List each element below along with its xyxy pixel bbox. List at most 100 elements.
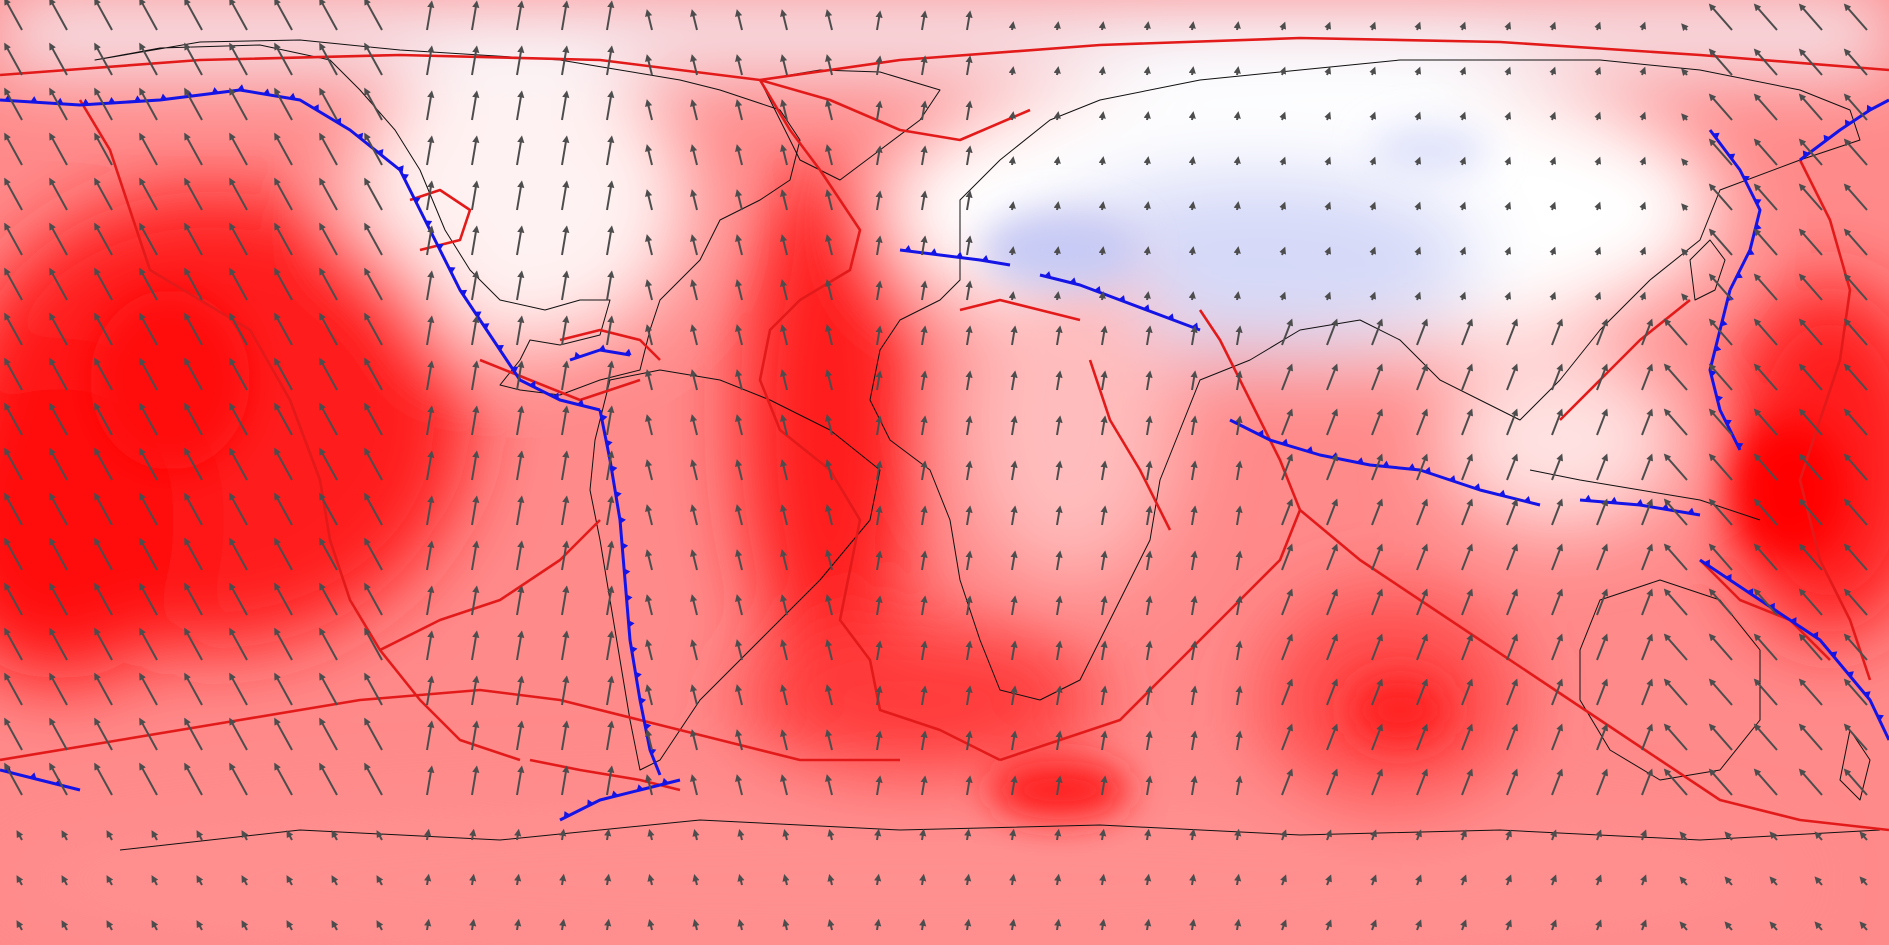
velocity-arrow: [184, 492, 203, 526]
velocity-arrow: [1459, 201, 1467, 211]
velocity-arrow: [1505, 874, 1512, 886]
velocity-arrow: [690, 54, 698, 76]
velocity-arrow: [426, 360, 435, 391]
subduction-tooth: [1747, 248, 1755, 256]
velocity-arrow: [1596, 768, 1609, 796]
velocity-arrow: [1769, 876, 1778, 886]
velocity-arrow: [782, 919, 790, 931]
velocity-arrow: [1506, 318, 1519, 346]
velocity-arrow: [471, 495, 480, 526]
velocity-arrow: [426, 675, 435, 706]
velocity-arrow: [1594, 246, 1602, 256]
velocity-arrow: [690, 279, 698, 301]
velocity-arrow: [516, 495, 525, 526]
atlantic-red-ridge: [740, 160, 920, 680]
velocity-arrow: [1640, 874, 1647, 886]
velocity-arrow: [1708, 273, 1733, 301]
velocity-arrow: [1843, 48, 1868, 76]
velocity-arrow: [274, 717, 293, 751]
velocity-arrow: [561, 540, 570, 571]
velocity-arrow: [874, 918, 882, 931]
velocity-arrow: [184, 312, 203, 346]
subduction-tooth: [610, 465, 618, 473]
velocity-arrow: [825, 279, 833, 301]
velocity-arrow: [1279, 291, 1287, 301]
velocity-arrow: [184, 267, 203, 301]
velocity-arrow: [139, 537, 158, 571]
velocity-arrow: [920, 10, 928, 31]
velocity-arrow: [780, 234, 788, 256]
velocity-arrow: [1550, 919, 1557, 931]
velocity-arrow: [1416, 723, 1429, 751]
velocity-arrow: [516, 360, 525, 391]
velocity-arrow: [319, 177, 338, 211]
velocity-arrow: [875, 640, 883, 661]
velocity-arrow: [1595, 874, 1602, 886]
velocity-arrow: [1010, 685, 1018, 706]
subduction-tooth: [397, 165, 404, 173]
velocity-arrow: [645, 9, 653, 31]
velocity-arrow: [1549, 66, 1557, 76]
velocity-arrow: [471, 585, 480, 616]
velocity-arrow: [1008, 111, 1016, 121]
plate-boundaries: [0, 36, 1889, 832]
velocity-arrow: [1190, 730, 1198, 751]
velocity-arrow: [49, 87, 68, 121]
velocity-arrow: [139, 132, 158, 166]
velocity-arrow: [1708, 48, 1733, 76]
velocity-arrow: [780, 774, 788, 796]
subduction-tooth: [1742, 175, 1750, 183]
velocity-arrow: [331, 830, 339, 841]
velocity-arrow: [4, 312, 23, 346]
velocity-arrow: [606, 495, 615, 526]
velocity-arrow: [1416, 498, 1429, 526]
velocity-arrow: [825, 189, 833, 211]
velocity-arrow: [319, 312, 338, 346]
velocity-arrow: [426, 540, 435, 571]
velocity-arrow: [1281, 453, 1294, 481]
velocity-arrow: [364, 312, 383, 346]
velocity-arrow: [139, 0, 158, 31]
velocity-arrow: [1235, 685, 1243, 706]
north-america-light-zone: [350, 50, 690, 350]
velocity-arrow: [1798, 768, 1823, 796]
velocity-arrow: [319, 492, 338, 526]
subduction-tooth: [448, 267, 456, 274]
velocity-arrow: [780, 99, 788, 121]
velocity-arrow: [647, 829, 655, 841]
subduction-tooth: [1716, 395, 1723, 403]
velocity-arrow: [139, 42, 158, 76]
velocity-arrow: [1189, 828, 1197, 841]
velocity-arrow: [690, 144, 698, 166]
velocity-arrow: [49, 222, 68, 256]
velocity-arrow: [376, 830, 384, 841]
velocity-arrow: [516, 270, 525, 301]
velocity-arrow: [1188, 156, 1196, 166]
velocity-arrow: [151, 875, 159, 886]
velocity-arrow: [647, 874, 655, 886]
subduction-tooth: [288, 92, 296, 100]
velocity-arrow: [1235, 730, 1243, 751]
velocity-arrow: [1369, 21, 1377, 31]
velocity-arrow: [606, 405, 615, 436]
velocity-arrow: [1843, 498, 1868, 526]
velocity-arrow: [426, 630, 435, 661]
velocity-arrow: [516, 585, 525, 616]
velocity-arrow: [4, 222, 23, 256]
velocity-arrow: [690, 549, 698, 571]
velocity-arrow: [645, 234, 653, 256]
subduction-tooth: [1069, 277, 1077, 285]
velocity-arrow: [1681, 68, 1689, 77]
velocity-arrow: [690, 774, 698, 796]
velocity-arrow: [1098, 291, 1106, 301]
velocity-arrow: [1639, 111, 1647, 121]
ridge-mid-atlantic: [758, 79, 1001, 762]
velocity-arrow: [1326, 408, 1339, 436]
subduction-tooth: [1790, 617, 1797, 625]
subduction-tooth: [1382, 460, 1390, 467]
velocity-arrow: [561, 450, 570, 481]
velocity-arrow: [1100, 595, 1108, 616]
velocity-arrow: [1415, 874, 1422, 886]
velocity-arrow: [1596, 678, 1609, 706]
